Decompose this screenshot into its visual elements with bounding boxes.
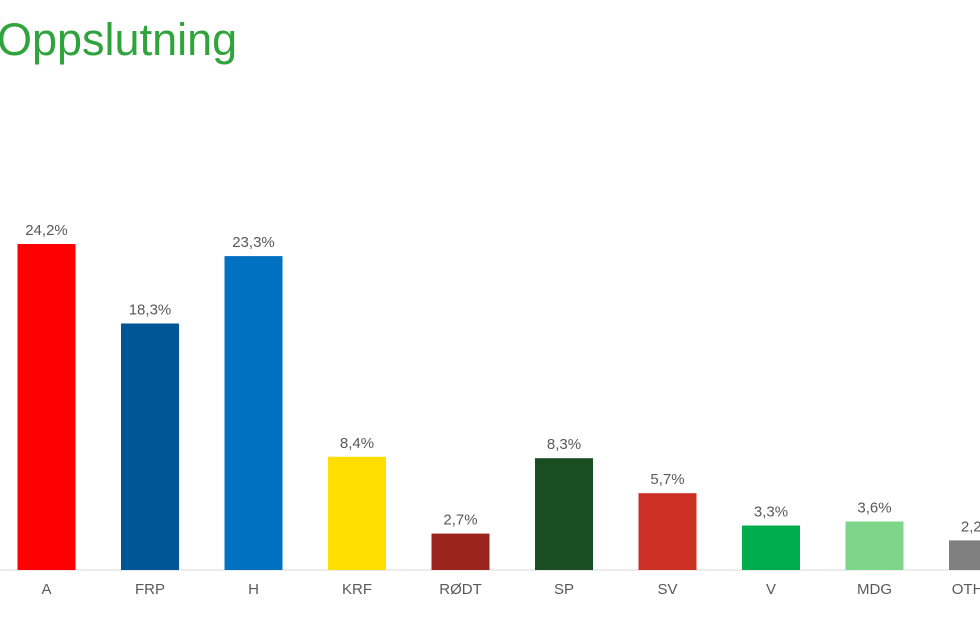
data-label-rdt: 2,7% <box>443 512 477 529</box>
x-tick-other: OTHER <box>952 581 980 598</box>
data-label-mdg: 3,6% <box>857 500 891 517</box>
data-label-h: 23,3% <box>232 234 275 251</box>
bar-krf <box>328 456 386 570</box>
x-tick-a: A <box>41 581 51 598</box>
x-tick-sv: SV <box>657 581 677 598</box>
bar-a <box>17 244 76 570</box>
data-label-krf: 8,4% <box>340 435 374 452</box>
bar-v <box>742 525 800 570</box>
bar-mdg <box>845 521 904 570</box>
chart-title: Oppslutning <box>0 14 238 65</box>
data-label-sp: 8,3% <box>547 436 581 453</box>
bar-h <box>224 256 283 570</box>
x-tick-h: H <box>248 581 259 598</box>
x-tick-v: V <box>766 581 776 598</box>
bar-frp <box>121 323 179 570</box>
bar-other <box>949 540 980 570</box>
x-tick-sp: SP <box>554 581 574 598</box>
bar-sp <box>535 458 593 570</box>
x-tick-mdg: MDG <box>857 581 892 598</box>
bar-sv <box>638 493 697 570</box>
data-label-v: 3,3% <box>754 504 788 521</box>
x-tick-rdt: RØDT <box>439 581 482 598</box>
data-label-sv: 5,7% <box>650 471 684 488</box>
x-tick-frp: FRP <box>135 581 165 598</box>
bar-rdt <box>431 533 490 570</box>
data-label-frp: 18,3% <box>129 302 172 319</box>
data-label-other: 2,2% <box>961 518 980 535</box>
x-tick-krf: KRF <box>342 581 372 598</box>
data-label-a: 24,2% <box>25 222 68 239</box>
